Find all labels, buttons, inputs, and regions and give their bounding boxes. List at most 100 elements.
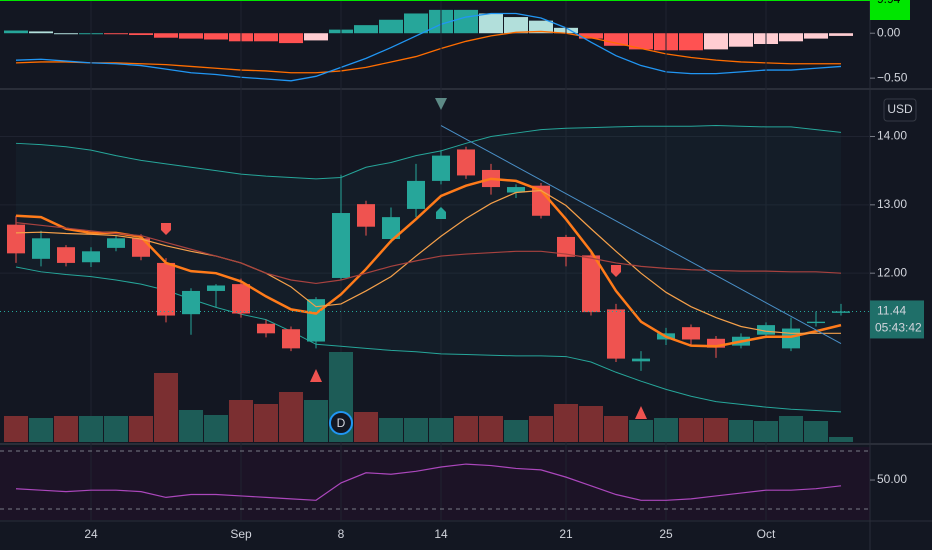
lower-band	[15, 266, 842, 413]
signal-marker	[635, 406, 647, 419]
candle-body	[82, 251, 100, 263]
volume-bar	[679, 418, 703, 442]
macd-histogram-bar	[129, 33, 153, 36]
volume-bar	[154, 373, 178, 442]
macd-histogram-bar	[779, 33, 803, 42]
x-tick-label: 24	[84, 527, 98, 541]
volume-bar	[454, 416, 478, 442]
x-tick-label: Sep	[230, 527, 252, 541]
macd-histogram-bar	[4, 30, 28, 34]
macd-histogram-bar	[454, 9, 478, 34]
y-tick-label: −0.50	[877, 70, 908, 84]
volume-bar	[404, 418, 428, 442]
volume-bar	[304, 400, 328, 442]
volume-bar	[804, 421, 828, 442]
macd-histogram-bar	[579, 33, 603, 39]
macd-histogram-bar	[804, 33, 828, 39]
candle-body	[232, 284, 250, 314]
last-price-box	[870, 300, 924, 339]
macd-histogram-bar	[154, 33, 178, 38]
rsi-background	[0, 447, 870, 520]
y-tick-label: 50.00	[877, 472, 907, 486]
signal-marker	[611, 265, 621, 277]
macd-histogram-bar	[179, 33, 203, 39]
moving-average	[15, 222, 842, 285]
signal-marker	[161, 223, 171, 235]
y-tick-label: 13.00	[877, 197, 907, 211]
candle-body	[682, 327, 700, 340]
volume-bar	[479, 416, 503, 442]
volume-bar	[379, 418, 403, 442]
event-marker-label: D	[337, 416, 346, 430]
volume-bar	[729, 420, 753, 442]
signal-line	[15, 30, 841, 74]
event-marker[interactable]	[329, 411, 353, 435]
candle-body	[432, 155, 450, 181]
volume-bar	[429, 418, 453, 442]
candle-body	[457, 149, 475, 176]
volume-bar	[554, 404, 578, 442]
x-tick-label: 8	[338, 527, 345, 541]
volume-bar	[104, 416, 128, 442]
candle-body	[707, 338, 725, 348]
candle-body	[282, 329, 300, 349]
volume-bar	[779, 416, 803, 442]
x-tick-label: 14	[434, 527, 448, 541]
volume-bar	[29, 418, 53, 442]
candle-body	[332, 213, 350, 278]
candle-body	[257, 323, 275, 334]
candle-body	[107, 238, 125, 248]
candle-body	[182, 290, 200, 315]
candle-body	[757, 325, 775, 335]
volume-bar	[254, 404, 278, 442]
signal-marker	[435, 98, 447, 110]
macd-histogram-bar	[379, 19, 403, 34]
macd-histogram-bar	[679, 33, 703, 51]
volume-bar	[704, 418, 728, 442]
macd-histogram-bar	[354, 25, 378, 34]
level-label-box	[870, 0, 910, 20]
y-tick-label: 12.00	[877, 265, 907, 279]
moving-average	[15, 177, 842, 348]
candle-body	[157, 262, 175, 316]
moving-average	[15, 189, 841, 334]
candle-body	[7, 224, 25, 254]
volume-bar	[4, 416, 28, 442]
y-tick-label: 14.00	[877, 129, 907, 143]
countdown-label: 05:43:42	[875, 321, 922, 335]
y-tick-label: 0.00	[877, 25, 901, 39]
trend-line	[440, 125, 842, 345]
macd-histogram-bar	[629, 33, 653, 50]
candle-body	[607, 309, 625, 359]
candle-body	[832, 311, 850, 313]
candle-body	[632, 358, 650, 362]
candle-body	[582, 255, 600, 313]
band-fill	[16, 125, 841, 412]
macd-histogram-bar	[279, 33, 303, 44]
x-tick-label: 25	[659, 527, 673, 541]
signal-marker	[436, 207, 446, 219]
volume-bar	[129, 416, 153, 442]
last-price-label: 11.44	[877, 304, 906, 318]
volume-bar	[179, 410, 203, 442]
macd-histogram-bar	[729, 33, 753, 47]
candle-body	[357, 204, 375, 227]
macd-histogram-bar	[529, 20, 553, 34]
candle-body	[57, 247, 75, 263]
currency-label: USD	[887, 102, 913, 116]
volume-bar	[829, 437, 853, 442]
upper-band	[15, 125, 842, 180]
candle-body	[407, 180, 425, 209]
volume-bar	[279, 392, 303, 442]
volume-bar	[54, 416, 78, 442]
currency-button[interactable]	[883, 98, 917, 122]
volume-bar	[529, 416, 553, 442]
volume-bar	[504, 420, 528, 442]
volume-bar	[654, 418, 678, 442]
macd-histogram-bar	[504, 17, 528, 34]
candle-body	[507, 187, 525, 193]
volume-bar	[754, 421, 778, 442]
signal-marker	[310, 369, 322, 382]
candle-body	[782, 328, 800, 349]
